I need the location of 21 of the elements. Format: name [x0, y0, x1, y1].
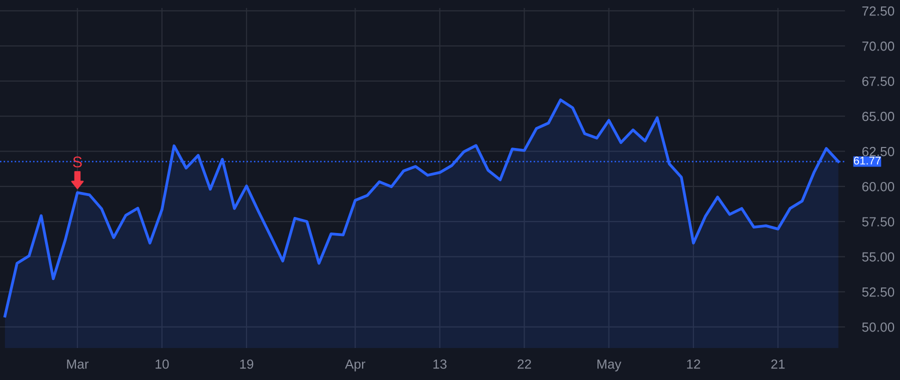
x-tick-label: 10: [156, 359, 169, 369]
y-tick-label: 57.50: [862, 217, 894, 226]
x-tick-label: May: [597, 360, 622, 372]
x-tick-label: Apr: [344, 360, 366, 372]
y-tick-label: 65.00: [862, 112, 894, 122]
y-tick-label: 70.00: [862, 42, 894, 51]
x-tick-label: Mar: [67, 360, 89, 369]
y-tick-label: 72.50: [862, 6, 894, 16]
ref-line-label: 61.77: [854, 156, 881, 165]
x-tick-label: 21: [771, 359, 785, 369]
y-tick-label: 67.50: [862, 76, 894, 86]
y-tick-label: 52.50: [862, 287, 894, 297]
x-tick-label: 22: [518, 359, 531, 369]
annotation: S: [73, 156, 82, 168]
x-tick-label: 13: [433, 359, 447, 369]
y-tick-label: 62.50: [862, 146, 894, 156]
y-tick-label: 50.00: [862, 322, 894, 332]
x-tick-label: 19: [240, 359, 254, 369]
y-tick-label: 55.00: [862, 252, 894, 262]
y-tick-label: 60.00: [862, 182, 894, 192]
x-tick-label: 12: [687, 359, 700, 369]
